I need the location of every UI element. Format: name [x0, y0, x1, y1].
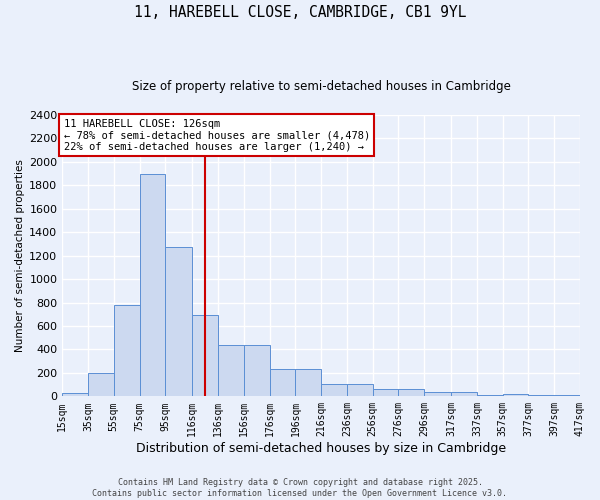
Text: 11 HAREBELL CLOSE: 126sqm
← 78% of semi-detached houses are smaller (4,478)
22% : 11 HAREBELL CLOSE: 126sqm ← 78% of semi-… — [64, 118, 370, 152]
Bar — [193, 316, 218, 396]
Title: Size of property relative to semi-detached houses in Cambridge: Size of property relative to semi-detach… — [132, 80, 511, 93]
Bar — [269, 370, 295, 396]
Bar — [295, 370, 321, 396]
Bar — [218, 346, 244, 397]
X-axis label: Distribution of semi-detached houses by size in Cambridge: Distribution of semi-detached houses by … — [136, 442, 506, 455]
Bar — [554, 394, 580, 396]
Bar — [166, 247, 193, 396]
Text: 11, HAREBELL CLOSE, CAMBRIDGE, CB1 9YL: 11, HAREBELL CLOSE, CAMBRIDGE, CB1 9YL — [134, 5, 466, 20]
Text: Contains HM Land Registry data © Crown copyright and database right 2025.
Contai: Contains HM Land Registry data © Crown c… — [92, 478, 508, 498]
Bar — [114, 306, 140, 396]
Bar — [62, 394, 88, 396]
Bar — [424, 392, 451, 396]
Bar — [451, 392, 477, 396]
Bar — [347, 384, 373, 396]
Bar — [244, 346, 269, 397]
Bar — [529, 394, 554, 396]
Bar — [140, 174, 166, 396]
Bar — [88, 373, 114, 396]
Bar — [321, 384, 347, 396]
Y-axis label: Number of semi-detached properties: Number of semi-detached properties — [15, 159, 25, 352]
Bar — [398, 390, 424, 396]
Bar — [477, 394, 503, 396]
Bar — [503, 394, 529, 396]
Bar — [373, 390, 398, 396]
